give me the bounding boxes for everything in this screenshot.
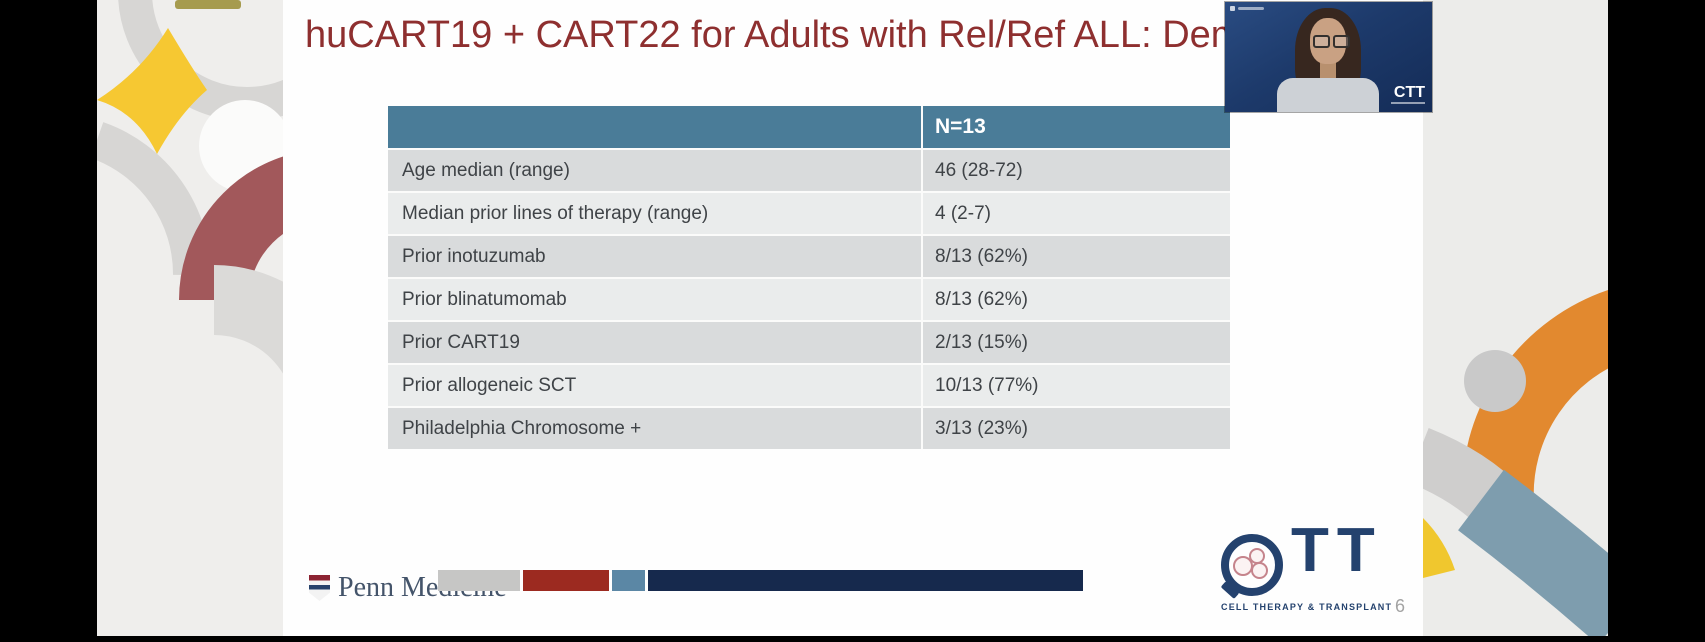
row-label: Prior inotuzumab [402,245,546,267]
row-value: 4 (2-7) [921,193,1230,234]
letterbox-right [1608,0,1705,642]
right-decoration-shapes [1423,290,1608,636]
speaker-glasses [1313,35,1350,48]
table-row: Prior CART19 2/13 (15%) [388,320,1230,363]
table-header-n-cell: N=13 [921,106,1230,148]
footer-bar-blue [612,570,645,591]
video-ctt-text: CTT [1393,84,1425,101]
glasses-lens [1313,35,1330,48]
penn-shield-icon [309,575,330,601]
table-row: Median prior lines of therapy (range) 4 … [388,191,1230,234]
ctt-letters: TT [1291,516,1383,585]
row-value: 46 (28-72) [921,150,1230,191]
watermark-logo-icon [1230,6,1235,11]
table-row: Prior inotuzumab 8/13 (62%) [388,234,1230,277]
video-corner-watermark [1230,6,1264,11]
steel-blue-arc [1458,469,1608,636]
video-ctt-subtext-blur [1391,102,1425,104]
speaker-video-thumbnail[interactable]: CTT [1225,2,1432,112]
row-label: Age median (range) [402,159,570,181]
presentation-slide: huCART19 + CART22 for Adults with Rel/Re… [283,0,1423,636]
table-row: Prior blinatumomab 8/13 (62%) [388,277,1230,320]
gray-arc-bottom [212,265,283,374]
glasses-lens [1333,35,1350,48]
table-header-row: N=13 [388,106,1230,148]
footer-bar-red [523,570,609,591]
video-ctt-watermark: CTT [1391,85,1425,104]
table-header-empty-cell [388,106,921,148]
row-label: Prior CART19 [402,331,520,353]
slide-title: huCART19 + CART22 for Adults with Rel/Re… [305,14,1227,56]
row-value: 8/13 (62%) [921,279,1230,320]
speaker-sweater [1277,78,1379,112]
demographics-table: N=13 Age median (range) 46 (28-72) Media… [388,106,1230,449]
row-label: Median prior lines of therapy (range) [402,202,709,224]
letterbox-bottom [0,636,1705,642]
magnifier-handle-icon [1220,581,1240,599]
yellow-wedge [1423,518,1455,578]
yellow-cushion [97,28,207,154]
speaker-neck [1320,62,1336,78]
table-row: Prior allogeneic SCT 10/13 (77%) [388,363,1230,406]
left-decoration-shapes [97,0,283,374]
olive-strip [175,0,241,9]
row-value: 10/13 (77%) [921,365,1230,406]
slide-template-left-decoration [97,0,283,636]
ctt-tagline: CELL THERAPY & TRANSPLANT [1221,602,1393,612]
cell-icon [1251,562,1268,579]
row-label: Prior allogeneic SCT [402,374,577,396]
table-row: Philadelphia Chromosome + 3/13 (23%) [388,406,1230,449]
slide-template-right-decoration [1423,0,1608,636]
ctt-magnifier-c-icon [1220,534,1283,599]
row-value: 3/13 (23%) [921,408,1230,449]
gray-dot [1464,350,1526,412]
ctt-logo: TT CELL THERAPY & TRANSPLANT [1220,516,1421,612]
footer-bar-navy [648,570,1083,591]
table-row: Age median (range) 46 (28-72) [388,148,1230,191]
slide-page-number: 6 [1395,596,1406,616]
gray-arc-left [97,122,212,276]
watermark-text-blur [1238,7,1264,10]
row-label: Prior blinatumomab [402,288,567,310]
footer-bar-gray [438,570,520,591]
row-value: 8/13 (62%) [921,236,1230,277]
row-label: Philadelphia Chromosome + [402,417,642,439]
row-value: 2/13 (15%) [921,322,1230,363]
letterbox-left [0,0,97,642]
